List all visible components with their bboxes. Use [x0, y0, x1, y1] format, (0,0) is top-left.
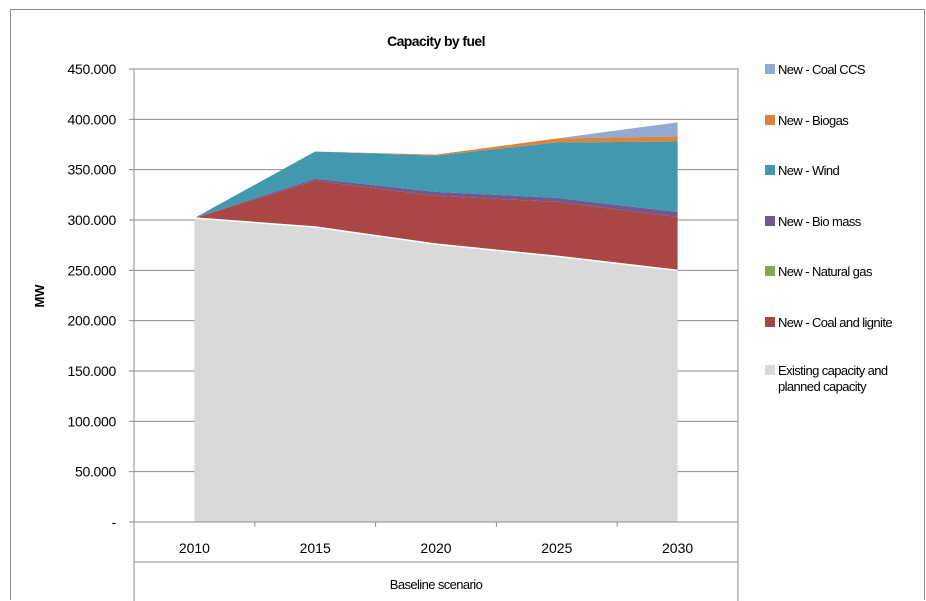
- legend-swatch: [765, 266, 775, 276]
- x-axis-label: Baseline scenario: [390, 577, 483, 592]
- y-tick-label: 150.000: [67, 363, 116, 379]
- area-series-0: [194, 217, 678, 522]
- legend-item: Existing capacity and planned capacity: [765, 363, 926, 395]
- y-tick-label: 300.000: [67, 212, 116, 228]
- legend-label: New - Wind: [778, 163, 840, 178]
- legend-label: New - Bio mass: [778, 214, 861, 229]
- legend-item: New - Bio mass: [765, 214, 926, 230]
- area-series-1: [194, 180, 678, 271]
- chart-title: Capacity by fuel: [387, 33, 485, 49]
- legend-item: New - Coal CCS: [765, 62, 926, 78]
- x-tick-label: 2030: [662, 540, 693, 556]
- y-tick-label: 350.000: [67, 162, 116, 178]
- legend-item: New - Wind: [765, 163, 926, 179]
- legend-swatch: [765, 165, 775, 175]
- y-tick-label: -: [112, 514, 117, 530]
- legend-swatch: [765, 317, 775, 327]
- series-boundary-line: [194, 217, 678, 272]
- chart-frame: [10, 9, 925, 600]
- x-tick-label: 2025: [541, 540, 572, 556]
- plot-area-border: [133, 68, 739, 523]
- legend-label: New - Coal CCS: [778, 62, 866, 77]
- y-tick-label: 250.000: [67, 262, 116, 278]
- x-tick-label: 2010: [179, 540, 210, 556]
- legend-label: New - Biogas: [778, 113, 849, 128]
- y-tick-label: 450.000: [67, 61, 116, 77]
- legend-swatch: [765, 216, 775, 226]
- legend-item: New - Coal and lignite: [765, 315, 926, 331]
- legend-swatch: [765, 365, 775, 375]
- y-tick-label: 50.000: [75, 464, 117, 480]
- y-tick-label: 400.000: [67, 111, 116, 127]
- y-tick-label: 100.000: [67, 413, 116, 429]
- x-tick-label: 2020: [420, 540, 451, 556]
- area-series-6: [194, 122, 678, 218]
- y-tick-label: 200.000: [67, 313, 116, 329]
- legend-swatch: [765, 115, 775, 125]
- legend-item: New - Natural gas: [765, 264, 926, 280]
- legend-item: New - Biogas: [765, 113, 926, 129]
- y-axis-label: MW: [32, 284, 47, 308]
- legend-swatch: [765, 64, 775, 74]
- legend-label: New - Natural gas: [778, 264, 872, 279]
- legend-label: Existing capacity and planned capacity: [778, 363, 888, 394]
- area-series-4: [194, 141, 678, 218]
- legend-label: New - Coal and lignite: [778, 315, 893, 330]
- x-tick-label: 2015: [300, 540, 331, 556]
